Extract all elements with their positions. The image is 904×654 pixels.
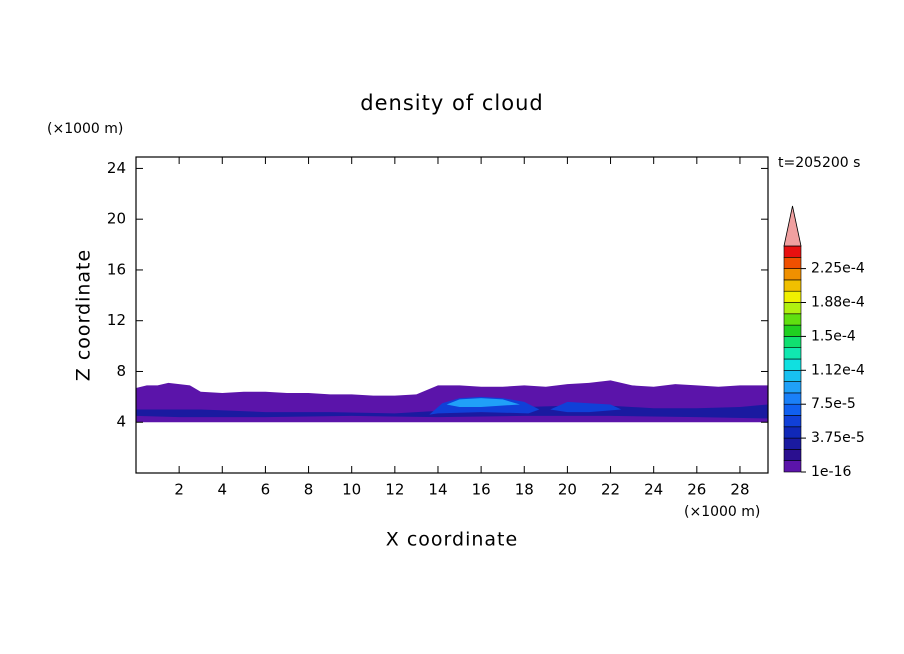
colorbar-band — [783, 426, 802, 439]
colorbar-extend — [783, 205, 802, 247]
colorbar-band — [783, 392, 802, 405]
x-tick-label: 2 — [174, 481, 184, 499]
colorbar-band — [783, 279, 802, 292]
x-tick-label: 22 — [601, 481, 620, 499]
cloud-region — [446, 398, 520, 408]
colorbar-band — [783, 347, 802, 360]
y-tick-label: 4 — [116, 413, 126, 431]
y-tick-label: 20 — [107, 210, 126, 228]
x-tick-label: 8 — [304, 481, 314, 499]
colorbar-tick-label: 2.25e-4 — [811, 261, 865, 277]
x-tick-label: 28 — [730, 481, 749, 499]
colorbar-band — [783, 437, 802, 450]
colorbar-band — [783, 324, 802, 337]
chart-title: density of cloud — [360, 91, 543, 115]
colorbar-band — [783, 381, 802, 394]
colorbar-band — [783, 268, 802, 281]
colorbar-band — [783, 256, 802, 269]
time-label: t=205200 s — [778, 155, 860, 171]
colorbar-tick-label: 1.12e-4 — [811, 362, 865, 378]
colorbar-band — [783, 460, 802, 473]
cloud-region — [550, 401, 622, 413]
colorbar-band — [783, 290, 802, 303]
y-unit: (×1000 m) — [47, 121, 123, 137]
x-tick-label: 20 — [558, 481, 577, 499]
x-tick-label: 10 — [342, 481, 361, 499]
y-tick-label: 12 — [107, 311, 126, 329]
colorbar-tick-label: 7.5e-5 — [811, 396, 856, 412]
y-tick-label: 24 — [107, 159, 126, 177]
colorbar-band — [783, 245, 802, 258]
colorbar-band — [783, 369, 802, 382]
x-tick-label: 26 — [687, 481, 706, 499]
x-tick-label: 16 — [472, 481, 491, 499]
x-tick-label: 14 — [428, 481, 447, 499]
x-unit: (×1000 m) — [684, 504, 760, 520]
colorbar-tick-label: 1e-16 — [811, 464, 851, 480]
colorbar-band — [783, 313, 802, 326]
plot-frame — [135, 156, 769, 474]
colorbar-band — [783, 449, 802, 461]
x-tick-label: 12 — [385, 481, 404, 499]
x-tick-label: 18 — [515, 481, 534, 499]
colorbar-band — [783, 403, 802, 416]
colorbar-band — [783, 358, 802, 371]
colorbar-tick-label: 1.88e-4 — [811, 295, 865, 311]
x-tick-label: 6 — [261, 481, 271, 499]
colorbar-band — [783, 336, 802, 348]
y-tick-label: 16 — [107, 260, 126, 278]
colorbar-tick-label: 3.75e-5 — [811, 430, 865, 446]
colorbar-band — [783, 302, 802, 315]
y-axis-label: Z coordinate — [73, 249, 95, 381]
y-tick-label: 8 — [116, 362, 126, 380]
x-tick-label: 4 — [218, 481, 228, 499]
x-tick-label: 24 — [644, 481, 663, 499]
colorbar-band — [783, 415, 802, 428]
x-axis-label: X coordinate — [386, 529, 518, 551]
colorbar-tick-label: 1.5e-4 — [811, 328, 856, 344]
